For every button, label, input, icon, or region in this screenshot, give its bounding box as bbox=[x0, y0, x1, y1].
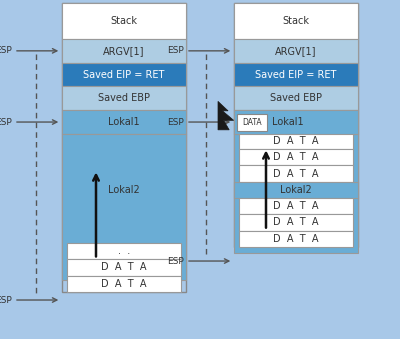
Text: Lokal2: Lokal2 bbox=[108, 185, 140, 195]
Bar bbox=[62, 3, 186, 39]
Bar bbox=[234, 3, 358, 247]
Bar bbox=[237, 114, 267, 131]
Text: D  A  T  A: D A T A bbox=[273, 152, 319, 162]
Text: Stack: Stack bbox=[110, 16, 138, 26]
Text: ESP: ESP bbox=[167, 118, 184, 126]
Bar bbox=[62, 63, 186, 86]
Bar bbox=[239, 149, 353, 165]
Bar bbox=[67, 259, 181, 276]
Bar bbox=[62, 134, 186, 280]
Text: ESP: ESP bbox=[0, 296, 12, 304]
Bar bbox=[234, 110, 358, 134]
Bar bbox=[62, 86, 186, 110]
Text: Saved EIP = RET: Saved EIP = RET bbox=[83, 69, 165, 80]
Text: ESP: ESP bbox=[0, 118, 12, 126]
Bar bbox=[239, 231, 353, 247]
Bar bbox=[234, 63, 358, 86]
Text: D  A  T  A: D A T A bbox=[101, 279, 147, 289]
Bar bbox=[234, 3, 358, 39]
Text: D  A  T  A: D A T A bbox=[101, 262, 147, 273]
Text: Lokal1: Lokal1 bbox=[108, 117, 140, 127]
Text: ARGV[1]: ARGV[1] bbox=[103, 46, 145, 56]
Bar bbox=[67, 276, 181, 292]
Bar bbox=[234, 134, 358, 253]
Text: Lokal1: Lokal1 bbox=[272, 117, 304, 127]
Polygon shape bbox=[218, 101, 234, 130]
Text: ESP: ESP bbox=[167, 257, 184, 265]
Text: Lokal2: Lokal2 bbox=[280, 185, 312, 195]
Bar bbox=[234, 39, 358, 63]
Bar bbox=[239, 214, 353, 231]
Text: Stack: Stack bbox=[282, 16, 310, 26]
Bar bbox=[239, 165, 353, 182]
Text: D  A  T  A: D A T A bbox=[273, 136, 319, 146]
Bar bbox=[234, 86, 358, 110]
Bar bbox=[62, 39, 186, 63]
Text: D  A  T  A: D A T A bbox=[273, 168, 319, 179]
Text: .  .: . . bbox=[118, 246, 130, 256]
Bar bbox=[62, 110, 186, 134]
Text: Saved EIP = RET: Saved EIP = RET bbox=[255, 69, 337, 80]
Text: D  A  T  A: D A T A bbox=[273, 234, 319, 244]
Bar bbox=[67, 243, 181, 259]
Text: DATA: DATA bbox=[242, 118, 262, 126]
Bar bbox=[239, 198, 353, 214]
Text: Saved EBP: Saved EBP bbox=[270, 93, 322, 103]
Bar bbox=[62, 3, 186, 292]
Bar bbox=[239, 133, 353, 149]
Text: ARGV[1]: ARGV[1] bbox=[275, 46, 317, 56]
Text: ESP: ESP bbox=[167, 46, 184, 55]
Text: Saved EBP: Saved EBP bbox=[98, 93, 150, 103]
Text: D  A  T  A: D A T A bbox=[273, 201, 319, 211]
Text: D  A  T  A: D A T A bbox=[273, 217, 319, 227]
Text: ESP: ESP bbox=[0, 46, 12, 55]
Bar bbox=[234, 110, 358, 134]
Bar bbox=[234, 182, 358, 198]
